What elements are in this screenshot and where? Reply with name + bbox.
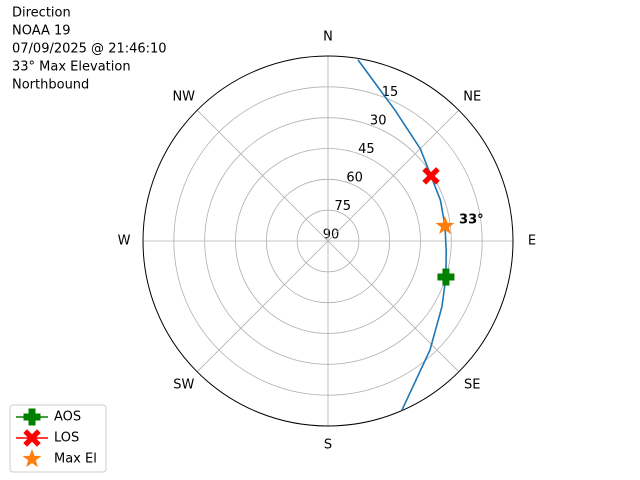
- grid-spoke: [327, 109, 460, 242]
- legend-label: LOS: [54, 431, 79, 446]
- theta-tick-label: NE: [463, 89, 481, 104]
- title-line: Direction: [12, 6, 71, 21]
- theta-tick-label: S: [324, 438, 332, 453]
- r-tick-label: 30: [370, 114, 387, 129]
- r-tick-label: 15: [382, 85, 399, 100]
- legend-marker: [22, 449, 42, 468]
- title-line: 33° Max Elevation: [12, 60, 131, 75]
- grid-spoke: [196, 109, 329, 242]
- marker: [435, 216, 455, 235]
- grid-spoke: [327, 240, 460, 373]
- polar-frame: [142, 55, 514, 427]
- r-tick-label: 45: [358, 142, 375, 157]
- r-tick-label: 60: [346, 171, 363, 186]
- title-line: NOAA 19: [12, 24, 71, 39]
- marker: [422, 167, 440, 185]
- annotation: 33°: [459, 213, 484, 228]
- legend-label: AOS: [54, 410, 81, 425]
- r-tick-label: 90: [323, 228, 340, 243]
- theta-tick-label: W: [118, 234, 131, 249]
- grid-spoke: [196, 240, 329, 373]
- legend-label: Max El: [54, 452, 97, 467]
- title-line: 07/09/2025 @ 21:46:10: [12, 42, 167, 57]
- title-line: Northbound: [12, 78, 89, 93]
- theta-tick-label: SE: [464, 378, 480, 393]
- theta-tick-label: E: [528, 234, 536, 249]
- legend-marker: [23, 429, 41, 447]
- theta-tick-label: SW: [173, 378, 194, 393]
- track-line: [357, 59, 448, 411]
- r-tick-label: 75: [335, 199, 352, 214]
- theta-tick-label: NW: [172, 89, 195, 104]
- theta-tick-label: N: [323, 30, 333, 45]
- marker: [437, 268, 455, 286]
- legend-marker: [23, 408, 41, 426]
